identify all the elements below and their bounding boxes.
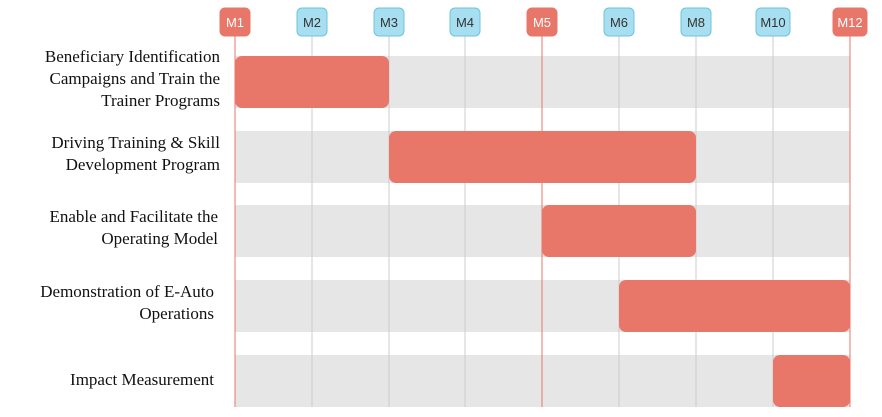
milestone-label: M3 [380,15,398,30]
task-label: Enable and Facilitate the Operating Mode… [49,207,218,248]
milestone-marker: M10 [755,7,791,37]
milestone-label: M8 [687,15,705,30]
task-bar [542,205,696,257]
milestone-label: M6 [610,15,628,30]
task-label: Driving Training & Skill Development Pro… [51,133,220,174]
milestone-label: M10 [760,15,785,30]
milestone-marker: M2 [296,7,328,37]
task-bar [619,280,850,332]
milestone-markers: M1 M2 M3 M4 M5 M6 M8 M10 M12 [219,7,868,37]
milestone-marker: M1 [219,7,251,37]
milestone-marker: M5 [526,7,558,37]
milestone-label: M1 [226,15,244,30]
task-bar [389,131,696,183]
milestone-label: M5 [533,15,551,30]
task-label: Demonstration of E-Auto Operations [40,282,214,323]
milestone-marker: M6 [603,7,635,37]
milestone-marker: M12 [832,7,868,37]
milestone-label: M12 [837,15,862,30]
milestone-marker: M8 [680,7,712,37]
milestone-marker: M4 [449,7,481,37]
milestone-label: M2 [303,15,321,30]
task-label: Impact Measurement [70,370,214,389]
task-bar [773,355,850,407]
milestone-marker: M3 [373,7,405,37]
milestone-label: M4 [456,15,474,30]
task-bar [235,56,389,108]
task-label: Beneficiary Identification Campaigns and… [44,47,220,110]
task-bars [235,56,850,407]
